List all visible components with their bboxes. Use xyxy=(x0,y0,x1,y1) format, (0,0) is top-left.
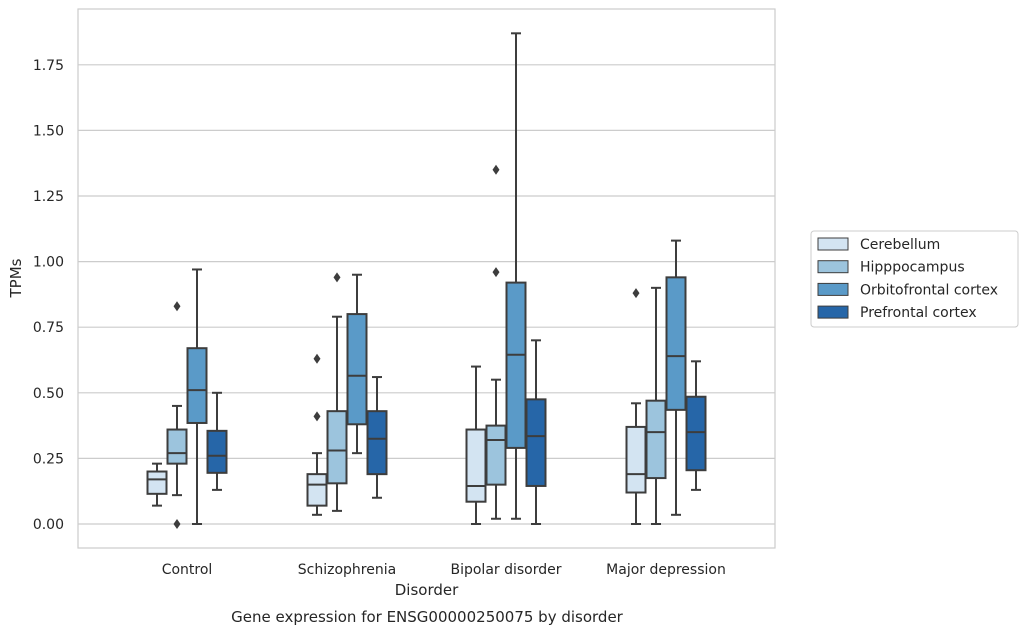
x-tick-label: Control xyxy=(162,562,213,578)
box xyxy=(326,410,348,485)
y-tick-label: 1.50 xyxy=(33,123,64,139)
box xyxy=(665,276,687,411)
box xyxy=(206,429,228,474)
box-group xyxy=(306,353,328,516)
legend-swatch xyxy=(817,260,849,274)
legend: Cerebellum Hipppocampus Orbitofrontal cort… xyxy=(810,230,1019,328)
box xyxy=(146,470,168,495)
boxes-layer xyxy=(146,32,707,529)
box-group xyxy=(685,360,707,491)
box-group xyxy=(485,164,507,520)
box-group xyxy=(146,462,168,507)
box-group xyxy=(206,391,228,491)
box-group xyxy=(665,239,687,516)
outlier-point xyxy=(313,411,321,422)
box-group xyxy=(326,272,348,512)
plot-frame xyxy=(77,8,776,549)
legend-label: Orbitofrontal cortex xyxy=(860,282,998,298)
box xyxy=(525,398,547,487)
y-axis-label: TPMs xyxy=(7,258,25,298)
box-group xyxy=(186,268,208,525)
legend-swatch xyxy=(817,282,849,296)
box xyxy=(465,428,487,503)
legend-label: Prefrontal cortex xyxy=(860,305,977,321)
y-tick-labels: 0.00 0.25 0.50 0.75 1.00 1.25 1.50 1.75 xyxy=(33,58,64,533)
box-group xyxy=(346,273,368,455)
box xyxy=(505,281,527,449)
outlier-point xyxy=(492,267,500,278)
x-tick-label: Schizophrenia xyxy=(298,562,396,578)
box-group xyxy=(645,286,667,525)
box xyxy=(366,410,388,476)
outlier-point xyxy=(313,353,321,364)
y-tick-label: 1.00 xyxy=(33,255,64,271)
legend-swatch xyxy=(817,305,849,319)
box-group xyxy=(625,288,647,525)
y-tick-label: 0.75 xyxy=(33,320,64,336)
y-tick-label: 0.25 xyxy=(33,451,64,467)
outlier-point xyxy=(492,164,500,175)
y-tick-label: 1.25 xyxy=(33,189,64,205)
outlier-point xyxy=(333,272,341,283)
outlier-point xyxy=(173,519,181,529)
chart-caption: Gene expression for ENSG00000250075 by d… xyxy=(231,608,624,626)
x-tick-label: Major depression xyxy=(606,562,726,578)
box-group xyxy=(366,376,388,499)
y-tick-label: 1.75 xyxy=(33,58,64,74)
x-tick-label: Bipolar disorder xyxy=(450,562,561,578)
box xyxy=(645,399,667,480)
box-group xyxy=(525,339,547,525)
box-group xyxy=(505,32,527,520)
box-group xyxy=(166,301,188,529)
y-tick-label: 0.50 xyxy=(33,386,64,402)
y-tick-label: 0.00 xyxy=(33,517,64,533)
legend-label: Cerebellum xyxy=(860,237,940,253)
box xyxy=(485,424,507,486)
legend-frame xyxy=(810,230,1019,328)
legend-swatch xyxy=(817,237,849,251)
box xyxy=(346,313,368,426)
box xyxy=(625,425,647,494)
box xyxy=(685,395,707,472)
box xyxy=(166,428,188,465)
x-tick-labels: Control Schizophrenia Bipolar disorder Majo… xyxy=(162,562,726,578)
outlier-point xyxy=(173,301,181,312)
box xyxy=(306,473,328,507)
x-axis-label: Disorder xyxy=(395,581,459,599)
box xyxy=(186,347,208,424)
legend-label: Hipppocampus xyxy=(860,260,965,276)
outlier-point xyxy=(632,288,640,299)
